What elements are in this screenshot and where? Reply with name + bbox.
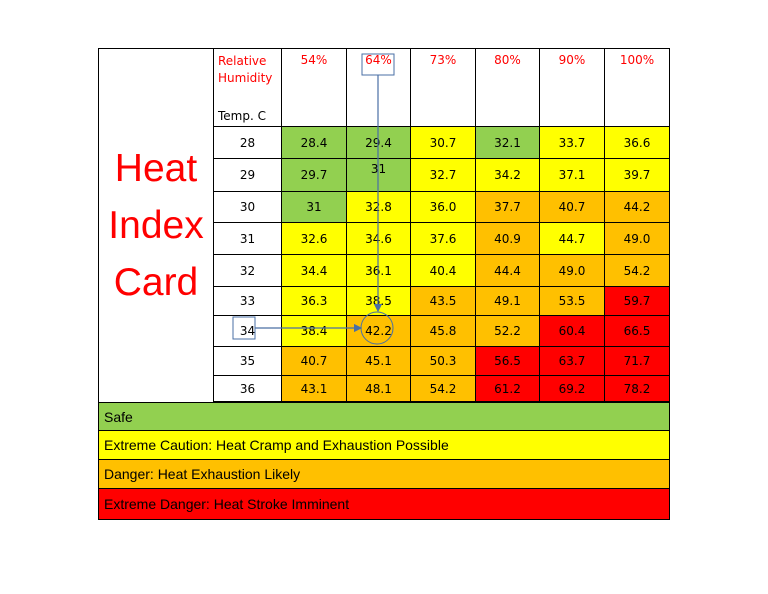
heat-index-cell: 45.1 — [347, 347, 411, 376]
humidity-header-90pct: 90% — [540, 49, 605, 127]
heat-index-cell: 38.5 — [347, 287, 411, 316]
heat-index-cell: 32.1 — [476, 127, 540, 159]
heat-index-cell: 37.7 — [476, 192, 540, 223]
heat-index-cell: 61.2 — [476, 376, 540, 402]
heat-index-cell: 28.4 — [282, 127, 347, 159]
heat-index-cell: 34.2 — [476, 159, 540, 192]
humidity-header-54pct: 54% — [282, 49, 347, 127]
heat-index-cell: 40.7 — [540, 192, 605, 223]
humidity-header-100pct: 100% — [605, 49, 669, 127]
heat-index-cell: 59.7 — [605, 287, 669, 316]
temp-row-label-28: 28 — [214, 127, 282, 159]
heat-index-cell: 40.7 — [282, 347, 347, 376]
legend-row-y: Extreme Caution: Heat Cramp and Exhausti… — [99, 431, 669, 460]
title-line-1: Heat — [114, 147, 198, 190]
heat-index-cell: 71.7 — [605, 347, 669, 376]
heat-index-cell: 63.7 — [540, 347, 605, 376]
heat-index-cell: 36.6 — [605, 127, 669, 159]
heat-index-cell: 40.4 — [411, 255, 476, 287]
heat-index-cell: 37.6 — [411, 223, 476, 255]
heat-index-cell: 40.9 — [476, 223, 540, 255]
heat-index-cell: 54.2 — [605, 255, 669, 287]
heat-index-cell: 54.2 — [411, 376, 476, 402]
relative-label: Relative — [218, 54, 267, 68]
heat-index-cell: 39.7 — [605, 159, 669, 192]
temp-c-label: Temp. C — [218, 109, 266, 123]
heat-index-cell: 66.5 — [605, 316, 669, 347]
temp-row-label-36: 36 — [214, 376, 282, 402]
heat-index-cell: 43.1 — [282, 376, 347, 402]
heat-index-cell: 37.1 — [540, 159, 605, 192]
heat-index-cell: 50.3 — [411, 347, 476, 376]
temp-row-label-32: 32 — [214, 255, 282, 287]
heat-index-cell: 36.1 — [347, 255, 411, 287]
title-line-2: Index — [108, 204, 204, 247]
heat-index-cell: 49.0 — [540, 255, 605, 287]
header-label-cell: Relative Humidity Temp. C — [214, 49, 282, 127]
heat-index-cell: 36.3 — [282, 287, 347, 316]
heat-index-cell: 43.5 — [411, 287, 476, 316]
heat-index-cell: 69.2 — [540, 376, 605, 402]
legend-row-o: Danger: Heat Exhaustion Likely — [99, 460, 669, 489]
heat-index-cell: 31 — [282, 192, 347, 223]
heat-index-cell: 49.1 — [476, 287, 540, 316]
heat-index-cell: 34.4 — [282, 255, 347, 287]
heat-index-cell: 53.5 — [540, 287, 605, 316]
temp-row-label-35: 35 — [214, 347, 282, 376]
heat-index-card: Heat Index Card Relative Humidity Temp. … — [98, 48, 670, 520]
legend-row-r: Extreme Danger: Heat Stroke Imminent — [99, 489, 669, 519]
heat-index-cell: 44.7 — [540, 223, 605, 255]
heat-index-cell: 32.7 — [411, 159, 476, 192]
heat-index-cell: 78.2 — [605, 376, 669, 402]
heat-index-cell: 48.1 — [347, 376, 411, 402]
heat-index-cell: 44.4 — [476, 255, 540, 287]
humidity-header-73pct: 73% — [411, 49, 476, 127]
heat-index-cell: 31 — [347, 159, 411, 192]
heat-index-cell: 36.0 — [411, 192, 476, 223]
humidity-header-80pct: 80% — [476, 49, 540, 127]
temp-row-label-34: 34 — [214, 316, 282, 347]
heat-index-cell: 52.2 — [476, 316, 540, 347]
heat-index-cell: 32.6 — [282, 223, 347, 255]
temp-row-label-29: 29 — [214, 159, 282, 192]
humidity-header-64pct: 64% — [347, 49, 411, 127]
heat-index-cell: 60.4 — [540, 316, 605, 347]
heat-index-cell: 33.7 — [540, 127, 605, 159]
legend-row-g: Safe — [99, 402, 669, 431]
heat-index-cell: 44.2 — [605, 192, 669, 223]
heat-index-cell: 56.5 — [476, 347, 540, 376]
heat-index-cell: 45.8 — [411, 316, 476, 347]
temp-row-label-31: 31 — [214, 223, 282, 255]
card-title: Heat Index Card — [99, 49, 214, 402]
heat-index-cell: 29.7 — [282, 159, 347, 192]
heat-index-cell: 42.2 — [347, 316, 411, 347]
heat-index-cell: 34.6 — [347, 223, 411, 255]
heat-index-cell: 38.4 — [282, 316, 347, 347]
heat-index-cell: 49.0 — [605, 223, 669, 255]
humidity-label: Humidity — [218, 71, 273, 85]
heat-index-cell: 29.4 — [347, 127, 411, 159]
temp-row-label-30: 30 — [214, 192, 282, 223]
heat-index-cell: 32.8 — [347, 192, 411, 223]
heat-index-cell: 30.7 — [411, 127, 476, 159]
temp-row-label-33: 33 — [214, 287, 282, 316]
title-line-3: Card — [113, 261, 199, 304]
